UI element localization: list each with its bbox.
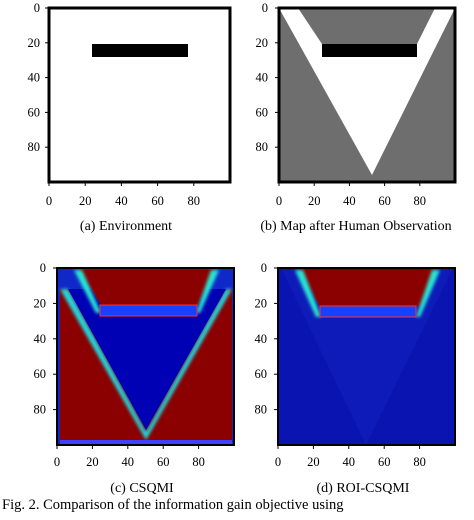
axis-ticks: 0 20 40 60 80 0 20 40 60 80 0 20 40 60 80 0 20 40 60 80 0 20 4…	[28, 1, 427, 469]
panel-a-y-tick-label: 0	[34, 1, 40, 15]
panel-d-roi-high-gain	[300, 270, 436, 306]
panel-c-x-tick-label: 60	[157, 455, 170, 469]
figure-caption: Fig. 2. Comparison of the information ga…	[2, 497, 344, 513]
panel-a-y-tick-label: 40	[28, 71, 41, 85]
panel-c-y-tick-label: 0	[40, 261, 46, 275]
panel-c-low-gain-v	[68, 289, 226, 430]
panel-d-x-tick-label: 60	[378, 455, 391, 469]
panel-c-x-tick-label: 0	[54, 455, 60, 469]
panel-a-x-tick-label: 40	[115, 194, 128, 208]
panel-b-y-tick-label: 0	[262, 1, 268, 15]
panel-c-x-tick-label: 40	[122, 455, 135, 469]
panel-a-x-tick-label: 80	[188, 194, 201, 208]
panel-b-caption: (b) Map after Human Observation	[260, 219, 452, 234]
panel-c-x-tick-label: 80	[192, 455, 205, 469]
panel-b-y-tick-label: 80	[256, 140, 269, 154]
panel-a-y-tick-label: 80	[28, 140, 41, 154]
panel-d-x-tick-label: 20	[307, 455, 320, 469]
panel-d-left-edge	[295, 270, 321, 317]
panel-c-csqmi-heatmap	[56, 267, 235, 446]
panel-a-x-tick-label: 0	[46, 194, 52, 208]
panel-c-y-tick-label: 20	[34, 296, 47, 310]
panel-c-right-edge	[196, 270, 219, 313]
panel-c-y-tick-label: 80	[34, 403, 47, 417]
panel-a-frame	[47, 6, 232, 184]
panel-a-y-tick-label: 20	[28, 36, 41, 50]
panel-b-x-tick-label: 60	[378, 194, 391, 208]
panel-d-y-tick-label: 0	[261, 261, 267, 275]
panel-b-y-tick-label: 20	[256, 36, 269, 50]
panel-a-caption: (a) Environment	[79, 219, 173, 234]
panel-d-caption: (d) ROI-CSQMI	[316, 481, 410, 496]
panel-a-obstacle	[92, 44, 188, 57]
panel-d-obstacle	[319, 305, 417, 318]
panel-b-observation-map	[277, 6, 457, 184]
panel-c-y-tick-label: 60	[34, 367, 47, 381]
panel-d-roi-csqmi-heatmap	[277, 267, 456, 446]
panel-b-occluded-region	[298, 8, 435, 44]
panel-d-right-edge	[416, 270, 440, 317]
panel-b-y-tick-label: 60	[256, 105, 269, 119]
panel-c-left-edge	[74, 270, 101, 313]
panel-d-x-tick-label: 0	[275, 455, 281, 469]
panel-d-y-tick-label: 40	[255, 332, 268, 346]
panel-d-y-tick-label: 80	[255, 403, 268, 417]
panel-a-x-tick-label: 60	[151, 194, 164, 208]
panel-b-y-tick-label: 40	[256, 71, 269, 85]
panel-b-x-tick-label: 80	[414, 194, 427, 208]
panel-b-obstacle	[322, 44, 417, 57]
panel-b-x-tick-label: 40	[343, 194, 356, 208]
panel-d-y-tick-label: 20	[255, 296, 268, 310]
panel-d-y-tick-label: 60	[255, 367, 268, 381]
panel-b-fov-edge	[279, 8, 455, 175]
panel-c-frame	[56, 267, 235, 446]
panel-c-bottom-edge	[60, 440, 232, 444]
figure-plots: 0 20 40 60 80 0 20 40 60 80 0 20 40 60 80 0 20 40 60 80 0 20 4…	[28, 1, 457, 469]
panel-c-obstacle	[99, 304, 198, 317]
panel-d-x-tick-label: 80	[413, 455, 426, 469]
panel-c-caption: (c) CSQMI	[110, 481, 174, 496]
panel-d-x-tick-label: 40	[343, 455, 356, 469]
panel-d-frame	[277, 267, 456, 446]
panel-b-frame	[277, 6, 457, 184]
panel-c-y-tick-label: 40	[34, 332, 47, 346]
panel-a-y-tick-label: 60	[28, 105, 41, 119]
panel-b-x-tick-label: 20	[308, 194, 321, 208]
panel-c-top-high-gain	[79, 270, 215, 305]
panel-a-x-tick-label: 20	[79, 194, 92, 208]
panel-b-x-tick-label: 0	[276, 194, 282, 208]
panel-a-environment-map	[47, 6, 232, 184]
panel-c-x-tick-label: 20	[86, 455, 99, 469]
